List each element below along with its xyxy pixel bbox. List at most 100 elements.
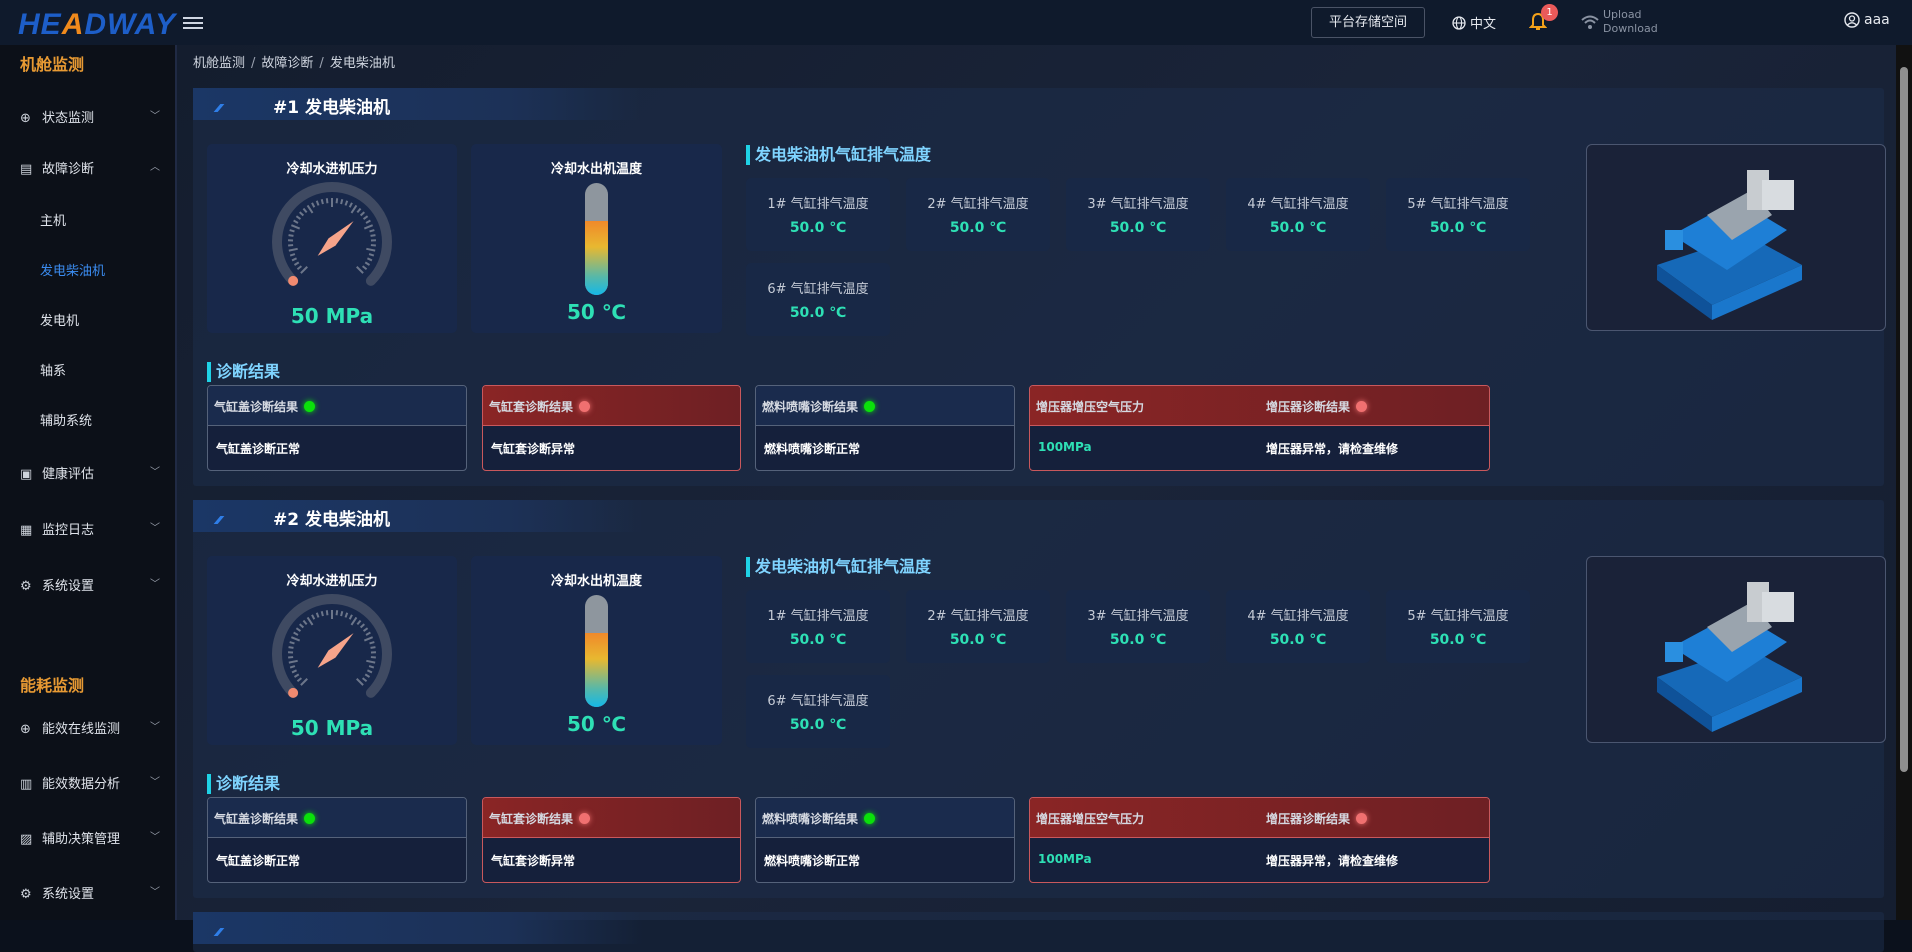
cylinder-label: 2# 气缸排气温度 [906, 193, 1050, 212]
gauge-tick [308, 617, 313, 624]
chart-icon: ▥ [20, 777, 36, 792]
gauge-tick [322, 199, 323, 204]
language-switch[interactable]: 中文 [1452, 13, 1496, 32]
sidebar-subitem[interactable]: 主机 [40, 210, 66, 229]
cylinder-section-title: 发电柴油机气缸排气温度 [746, 145, 931, 165]
crosshair-icon: ⊕ [20, 111, 36, 126]
sidebar-item-label: 能效数据分析 [42, 777, 120, 792]
diagnosis-card-header: 燃料喷嘴诊断结果 [756, 386, 1014, 426]
gauge-start-dot [288, 688, 298, 698]
sidebar-subitem[interactable]: 发电柴油机 [40, 260, 105, 279]
pressure-value: 50 MPa [207, 716, 457, 740]
notification-badge: 1 [1541, 4, 1558, 21]
cylinder-label: 1# 气缸排气温度 [746, 605, 890, 624]
diagnosis-result: 气缸盖诊断正常 [216, 852, 300, 869]
diagnosis-title: 气缸盖诊断结果 [214, 400, 298, 414]
sidebar-item[interactable]: ⚙系统设置﹀ [20, 575, 160, 594]
diagnosis-section-title: 诊断结果 [207, 362, 280, 382]
sidebar-item[interactable]: ⊕状态监测﹀ [20, 107, 160, 126]
gauge-tick [289, 249, 298, 251]
pressure-card: 冷却水进机压力 50 MPa [207, 144, 457, 333]
scrollbar-thumb[interactable] [1900, 67, 1908, 772]
cylinder-label: 4# 气缸排气温度 [1226, 605, 1370, 624]
chevron-down-icon: ﹀ [150, 883, 160, 898]
gear-icon: ⚙ [20, 887, 36, 902]
turbo-pressure-label: 增压器增压空气压力 [1036, 398, 1144, 415]
sidebar-subitem[interactable]: 辅助系统 [40, 410, 92, 429]
gauge-tick [351, 205, 356, 212]
diagnosis-result: 燃料喷嘴诊断正常 [764, 440, 860, 457]
sidebar-item[interactable]: ▣健康评估﹀ [20, 463, 160, 482]
gauge-tick [367, 670, 372, 672]
gauge-needle [318, 633, 354, 668]
generator-panel: #2 发电柴油机 冷却水进机压力 50 MPa 冷却水出机温度 50 ℃ 发电柴… [193, 500, 1884, 898]
gauge-tick [369, 666, 374, 668]
cylinder-value: 50.0 ℃ [1386, 220, 1530, 236]
sidebar-subitem[interactable]: 轴系 [40, 360, 66, 379]
sidebar-item[interactable]: ▦监控日志﹀ [20, 519, 160, 538]
status-ok-indicator [304, 813, 315, 824]
breadcrumb-item[interactable]: 机舱监测 [193, 56, 245, 71]
user-menu[interactable]: aaa [1844, 12, 1890, 28]
gauge-tick [364, 216, 368, 219]
gauge-tick [357, 267, 363, 273]
thermometer [585, 595, 608, 707]
turbo-diag-result: 增压器异常，请检查维修 [1266, 852, 1398, 869]
chevron-down-icon: ﹀ [150, 575, 160, 590]
clipboard-icon: ▣ [20, 467, 36, 482]
gauge-tick [363, 678, 367, 681]
gauge-tick [312, 615, 314, 619]
gauge-tick [290, 230, 295, 231]
gauge-tick [369, 254, 374, 256]
pressure-label: 冷却水进机压力 [207, 570, 457, 589]
thermometer [585, 183, 608, 295]
sidebar-item[interactable]: ⊕能效在线监测﹀ [20, 718, 160, 737]
gauge-tick [357, 209, 360, 213]
panel-header [193, 912, 643, 944]
diagnosis-card-header: 气缸盖诊断结果 [208, 386, 466, 426]
scrollbar[interactable] [1896, 45, 1912, 920]
diesel-generator-image [1586, 556, 1886, 743]
generator-panel: #1 发电柴油机 冷却水进机压力 50 MPa 冷却水出机温度 50 ℃ 发电柴… [193, 88, 1884, 486]
status-ok-indicator [304, 401, 315, 412]
gauge-tick [341, 611, 342, 616]
diagnosis-card: 燃料喷嘴诊断结果燃料喷嘴诊断正常 [755, 797, 1015, 883]
diagnosis-result: 气缸盖诊断正常 [216, 440, 300, 457]
chevron-down-icon: ﹀ [150, 828, 160, 843]
gauge-tick [294, 262, 298, 265]
sidebar-item[interactable]: ⚙系统设置﹀ [20, 883, 160, 902]
cylinder-label: 1# 气缸排气温度 [746, 193, 890, 212]
sidebar-item-label: 能效在线监测 [42, 722, 120, 737]
sidebar-item-label: 监控日志 [42, 523, 94, 538]
pressure-card: 冷却水进机压力 50 MPa [207, 556, 457, 745]
cylinder-label: 2# 气缸排气温度 [906, 605, 1050, 624]
breadcrumb-item[interactable]: 故障诊断 [261, 56, 313, 71]
sidebar-item[interactable]: ▥能效数据分析﹀ [20, 773, 160, 792]
diagnosis-icon: ▤ [20, 162, 36, 177]
cylinder-label: 3# 气缸排气温度 [1066, 193, 1210, 212]
diagnosis-card-header: 气缸套诊断结果 [483, 386, 740, 426]
sidebar-item-label: 系统设置 [42, 579, 94, 594]
headway-logo[interactable]: HEADWAY [18, 8, 176, 42]
status-error-indicator [1356, 813, 1367, 824]
wifi-icon [1581, 14, 1599, 30]
panel-title: #2 发电柴油机 [273, 505, 390, 530]
sidebar-item-label: 状态监测 [42, 111, 94, 126]
menu-toggle-icon[interactable] [183, 14, 203, 30]
gauge-tick [365, 674, 369, 677]
gauge-tick [292, 258, 297, 260]
sidebar-subitem[interactable]: 发电机 [40, 310, 79, 329]
gauge-tick [361, 212, 365, 215]
sidebar-item-label: 健康评估 [42, 467, 94, 482]
sidebar-item[interactable]: ▨辅助决策管理﹀ [20, 828, 160, 847]
sidebar-item[interactable]: ▤故障诊断︿ [20, 158, 160, 177]
gauge-tick [294, 674, 298, 677]
panel-3-partial [193, 912, 1884, 952]
turbo-diag-label: 增压器诊断结果 [1266, 400, 1350, 414]
diagnosis-title: 燃料喷嘴诊断结果 [762, 812, 858, 826]
storage-space-button[interactable]: 平台存储空间 [1311, 7, 1425, 38]
